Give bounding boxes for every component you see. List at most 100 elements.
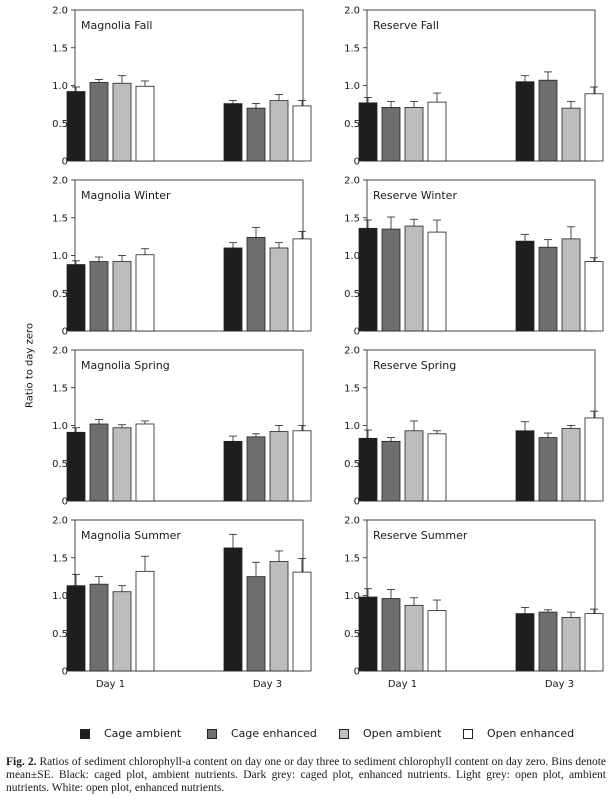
bar — [135, 85, 155, 162]
bar — [292, 105, 312, 162]
legend-label: Open enhanced — [487, 727, 575, 740]
bar — [561, 428, 581, 502]
y-tick-label: 2.0 — [344, 346, 360, 357]
bar — [381, 598, 401, 672]
x-tick-label: Day 3 — [545, 679, 574, 690]
y-tick-label: 1.5 — [344, 383, 360, 394]
bar — [89, 583, 109, 672]
bar — [66, 585, 86, 672]
chart-figure: 0 0.5 1.0 1.5 2.0 Magnolia Fall 0 0.5 1.0 1.5 2.0 R… — [52, 6, 604, 690]
chart-panel: 0 0.5 1.0 1.5 2.0 Reserve Spring — [344, 346, 604, 508]
caption-text: Ratios of sediment chlorophyll-a content… — [6, 756, 606, 794]
bar — [515, 81, 535, 162]
bar — [246, 107, 266, 162]
bar — [112, 82, 132, 162]
y-tick-label: 0 — [354, 157, 360, 168]
y-tick-label: 1.5 — [52, 213, 68, 224]
bar — [427, 101, 447, 162]
chart-panel: 0 0.5 1.0 1.5 2.0 Reserve Winter — [344, 176, 604, 338]
y-axis-label: Ratio to day zero — [24, 322, 36, 409]
y-tick-label: 1.0 — [52, 81, 68, 92]
y-tick-label: 0.5 — [344, 119, 360, 130]
bar — [223, 547, 243, 672]
y-tick-label: 1.0 — [344, 591, 360, 602]
y-tick-label: 1.5 — [52, 43, 68, 54]
bar — [269, 431, 289, 502]
y-tick-label: 0 — [354, 667, 360, 678]
x-tick-label: Day 1 — [96, 679, 125, 690]
bar — [66, 264, 86, 332]
legend-item: Cage enhanced — [207, 727, 317, 740]
panel-title: Reserve Fall — [373, 19, 439, 32]
chart-panel: 0 0.5 1.0 1.5 2.0 Reserve Fall — [344, 6, 604, 168]
y-tick-label: 1.0 — [52, 591, 68, 602]
legend-swatch — [339, 728, 349, 739]
figure-caption: Fig. 2. Ratios of sediment chlorophyll-a… — [6, 756, 606, 795]
panel-title: Magnolia Spring — [81, 359, 170, 372]
bar — [427, 433, 447, 502]
y-tick-label: 0 — [354, 327, 360, 338]
bar — [112, 261, 132, 332]
y-tick-label: 1.0 — [344, 421, 360, 432]
bar — [112, 427, 132, 502]
x-tick-label: Day 1 — [388, 679, 417, 690]
bar — [404, 430, 424, 502]
bar — [135, 254, 155, 332]
bar — [358, 227, 378, 332]
bar — [404, 106, 424, 162]
legend-swatch — [207, 728, 217, 739]
bar — [223, 103, 243, 162]
chart-panel: 0 0.5 1.0 1.5 2.0 Magnolia Summer Day 1 Day 3 — [52, 516, 312, 690]
bar — [404, 225, 424, 332]
legend-label: Cage enhanced — [231, 727, 317, 740]
y-tick-label: 0.5 — [52, 459, 68, 470]
y-tick-label: 1.0 — [52, 421, 68, 432]
bar — [246, 576, 266, 672]
y-tick-label: 0.5 — [52, 119, 68, 130]
legend-item: Open ambient — [339, 727, 441, 740]
bar — [381, 440, 401, 502]
y-tick-label: 1.5 — [344, 553, 360, 564]
y-tick-label: 1.5 — [344, 213, 360, 224]
bar — [561, 238, 581, 332]
plot-frame — [74, 9, 304, 162]
y-tick-label: 2.0 — [344, 6, 360, 17]
plot-frame — [74, 179, 304, 332]
plot-frame — [74, 349, 304, 502]
y-tick-label: 0 — [354, 497, 360, 508]
bar — [381, 106, 401, 162]
y-tick-label: 0.5 — [344, 289, 360, 300]
bar — [538, 437, 558, 502]
plot-frame — [366, 179, 596, 332]
bar — [515, 240, 535, 332]
y-tick-label: 0.5 — [52, 629, 68, 640]
bar — [269, 247, 289, 332]
bar — [538, 79, 558, 162]
y-tick-label: 2.0 — [52, 6, 68, 17]
y-tick-label: 2.0 — [344, 176, 360, 187]
y-tick-label: 1.0 — [344, 251, 360, 262]
bar — [89, 423, 109, 502]
y-tick-label: 0 — [62, 327, 68, 338]
bar — [561, 616, 581, 672]
bar — [427, 610, 447, 672]
bar — [584, 93, 604, 162]
legend-swatch — [80, 728, 90, 739]
bar — [66, 431, 86, 502]
y-tick-label: 2.0 — [52, 346, 68, 357]
panel-title: Reserve Spring — [373, 359, 456, 372]
panel-title: Reserve Summer — [373, 529, 468, 542]
bar — [135, 570, 155, 672]
plot-frame — [366, 9, 596, 162]
bar — [223, 440, 243, 502]
bar — [269, 561, 289, 672]
chart-panel: 0 0.5 1.0 1.5 2.0 Magnolia Winter — [52, 176, 312, 338]
y-tick-label: 2.0 — [344, 516, 360, 527]
bar — [135, 423, 155, 502]
y-tick-label: 0.5 — [344, 459, 360, 470]
legend-item: Open enhanced — [463, 727, 574, 740]
bar — [538, 611, 558, 672]
y-tick-label: 1.5 — [52, 383, 68, 394]
chart-panel: 0 0.5 1.0 1.5 2.0 Magnolia Spring — [52, 346, 312, 508]
bar — [584, 261, 604, 332]
